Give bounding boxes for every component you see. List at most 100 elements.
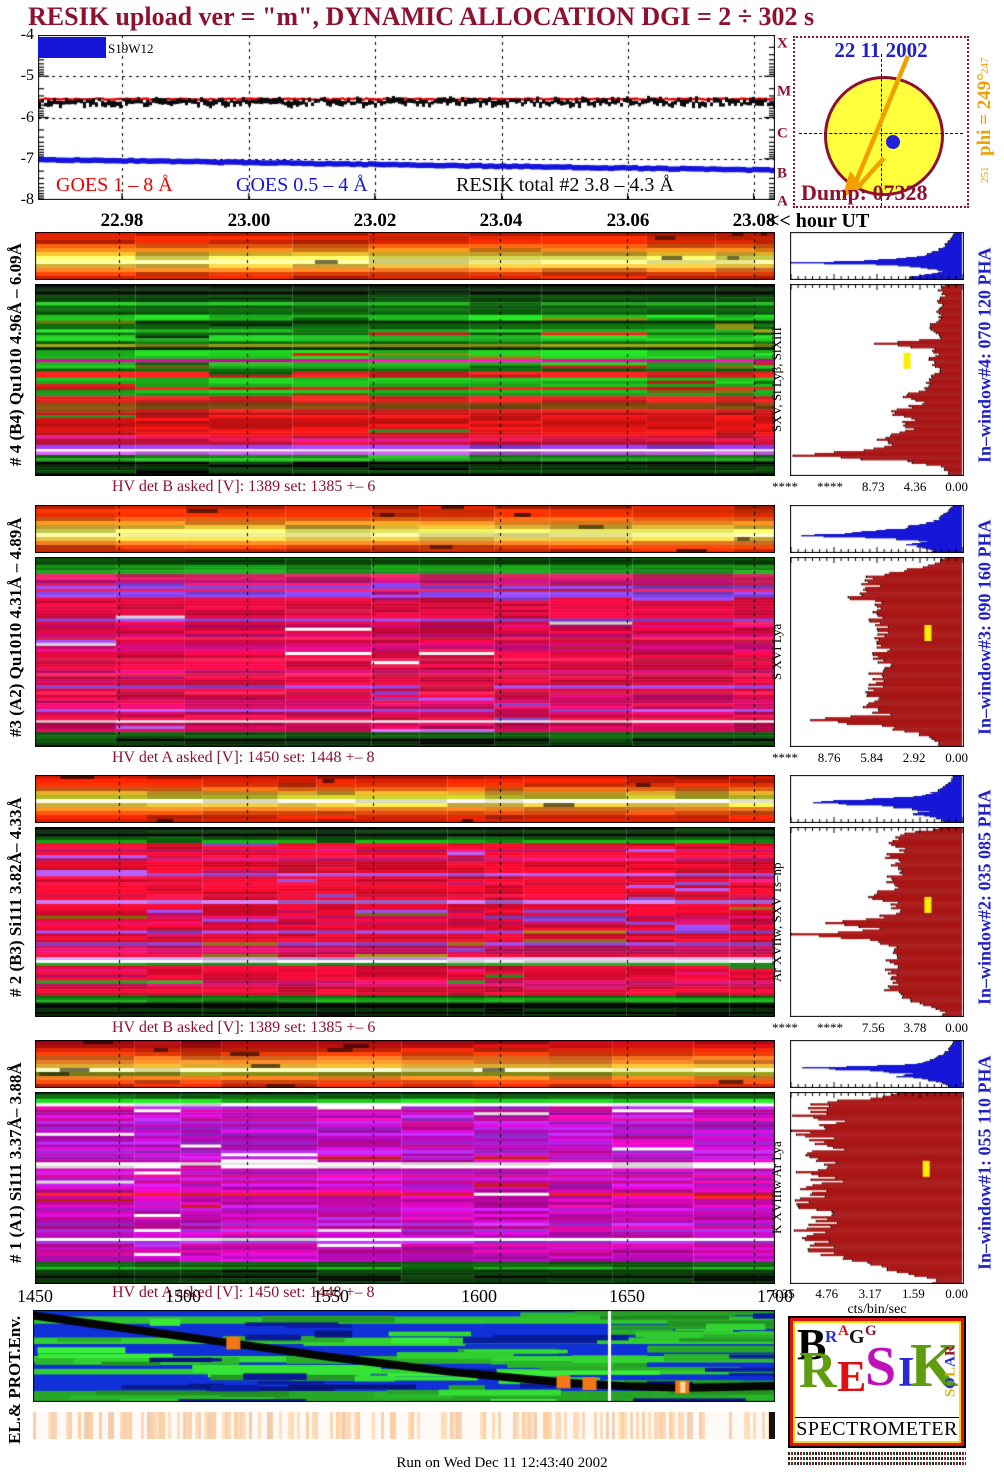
legend-resik-total: RESIK total #2 3.8 – 4.3 Å <box>456 174 674 196</box>
logo-letter: S <box>942 1388 959 1397</box>
logo-letter: K <box>910 1332 959 1400</box>
page-title: RESIK upload ver = "m", DYNAMIC ALLOCATI… <box>28 2 815 31</box>
logo-spectrometer: SPECTROMETER <box>795 1417 959 1440</box>
env-x-tick: 1550 <box>313 1286 349 1306</box>
resik-logo: B R A G G R E S I K S O L A R SPECTROMET… <box>788 1316 966 1448</box>
logo-letter: G <box>865 1323 877 1339</box>
hist-tick: 3.78 <box>903 1020 927 1035</box>
env-x-tick: 1700 <box>757 1286 793 1306</box>
hist-tick: **** <box>772 750 798 765</box>
goes-ylabel: -6 <box>20 109 34 126</box>
panel2-strip-spectrogram <box>35 775 775 823</box>
hist-tick: **** <box>816 479 843 494</box>
goes-ylabel: -8 <box>20 191 34 208</box>
sun-pointing-panel: 22 11 2002 Dump: 07328 <box>793 36 969 208</box>
logo-letter: A <box>942 1355 959 1367</box>
env-x-tick: 1450 <box>17 1286 53 1306</box>
hist-tick: 1.59 <box>901 1286 925 1301</box>
panel1-pha-hist-blue <box>790 1040 964 1088</box>
dump-label: Dump: 07328 <box>801 180 928 205</box>
hist-x-axis-unit: cts/bin/sec <box>847 1302 907 1317</box>
logo-letter: G <box>849 1326 865 1348</box>
logo-letter: R <box>825 1327 838 1346</box>
goes-ylabel: -4 <box>20 26 34 43</box>
phi-value: phi = 249° <box>974 73 995 157</box>
hist-tick: 4.36 <box>903 479 927 494</box>
pointing-dot-icon <box>886 135 900 149</box>
hist-tick: 4.76 <box>815 1286 839 1301</box>
logo-letter: R <box>799 1342 837 1399</box>
hist-tick: 6.35 <box>772 1286 795 1301</box>
hist-tick: **** <box>772 479 798 494</box>
panel1-pha-hist-red <box>790 1092 964 1284</box>
logo-letter: O <box>942 1376 959 1389</box>
logo-letter: I <box>898 1350 915 1396</box>
time-tick: 22.98 <box>100 210 144 231</box>
credit-line <box>788 1457 966 1460</box>
goes-class-x: X <box>777 35 788 52</box>
arrowhead-icon <box>842 171 863 198</box>
panel1-strip-spectrogram <box>35 1040 775 1088</box>
sun-date: 22 11 2002 <box>834 38 928 62</box>
panel4-line-label: SXV, Si Lyβ, SiXIII <box>769 327 784 433</box>
goes-class-b: B <box>777 165 788 182</box>
logo-letter: B <box>797 1321 827 1369</box>
goes-plot: S19W12 GOES 1 – 8 Å GOES 0.5 – 4 Å RESIK… <box>38 35 775 200</box>
panel4-pha-hist-red <box>790 284 964 476</box>
env-light-strip-canvas <box>33 1412 769 1439</box>
hist-tick: 0.00 <box>945 1020 968 1035</box>
panel4-hist-ticks: **** **** 8.73 4.36 0.00 <box>772 479 968 495</box>
panel2-window-label: In–window#2: 035 085 PHA <box>974 789 995 1005</box>
logo-letter: A <box>838 1323 849 1339</box>
time-tick: 23.06 <box>606 210 650 231</box>
panel1-line-label: K XVIIIw Ar Lya <box>769 1141 784 1235</box>
panel3-strip-spectrogram <box>35 505 775 553</box>
time-axis-unit: << hour UT <box>768 210 870 232</box>
logo-letter: S <box>865 1336 897 1398</box>
sun-pointer-arrow <box>842 55 911 198</box>
time-axis: 22.98 23.00 23.02 23.04 23.06 23.08 << h… <box>0 210 1004 232</box>
panel3-pha-hist-blue <box>790 505 964 553</box>
hist-tick: **** <box>772 1020 798 1035</box>
panel3-hist-ticks: **** 8.76 5.84 2.92 0.00 <box>772 750 968 766</box>
hist-tick: 5.84 <box>860 750 883 765</box>
goes-ylabel: -7 <box>20 150 34 167</box>
flare-marker-box <box>38 37 106 58</box>
panel4-pha-hist-blue <box>790 232 964 280</box>
sun-disk <box>824 76 944 196</box>
hist-tick: 0.00 <box>945 479 968 494</box>
panel4-window-label: In–window#4: 070 120 PHA <box>974 247 995 463</box>
goes-ylabel: -5 <box>20 67 34 84</box>
panel3-hv-text: HV det A asked [V]: 1450 set: 1448 +– 8 <box>112 749 375 766</box>
logo-solar: S O L A R <box>943 1329 959 1413</box>
hist-tick: 8.73 <box>861 479 885 494</box>
phi-start-value: 247 <box>979 57 991 74</box>
panel4-left-label: # 4 (B4) Qu1010 4.96Å – 6.09Å <box>6 243 25 467</box>
panel1-main-spectrogram <box>35 1092 775 1284</box>
panel3-main-spectrogram <box>35 557 775 747</box>
panel1-left-label: # 1 (A1) Si111 3.37Å– 3.88Å <box>6 1062 25 1264</box>
phi-end-value: 251 <box>979 166 991 183</box>
panel4-hv-text: HV det B asked [V]: 1389 set: 1385 +– 6 <box>112 478 376 495</box>
panel3-left-label: #3 (A2) Qu1010 4.31Å – 4.89Å <box>6 517 25 737</box>
time-tick: 23.08 <box>732 210 776 231</box>
credit-line <box>788 1452 966 1455</box>
goes-class-c: C <box>777 125 788 142</box>
flare-marker-label: S19W12 <box>108 41 154 56</box>
panel3-window-label: In–window#3: 090 160 PHA <box>974 519 995 735</box>
time-tick: 23.04 <box>479 210 523 231</box>
env-x-tick: 1650 <box>609 1286 645 1306</box>
legend-goes-1-8: GOES 1 – 8 Å <box>56 174 173 196</box>
panel4-main-spectrogram <box>35 284 775 476</box>
goes-canvas <box>38 35 775 200</box>
time-tick: 23.00 <box>227 210 271 231</box>
logo-letter: E <box>837 1352 867 1401</box>
panel3-pha-hist-red <box>790 557 964 747</box>
logo-letter: L <box>942 1366 959 1377</box>
panel4-strip-spectrogram <box>35 232 775 280</box>
env-left-label: EL.& PROT.Env. <box>5 1315 24 1445</box>
env-strip-end-marker <box>769 1412 775 1439</box>
phi-angle-label: 251 phi = 249° 247 <box>966 30 1004 210</box>
panel2-hv-text: HV det B asked [V]: 1389 set: 1385 +– 6 <box>112 1019 376 1036</box>
hist-tick: **** <box>816 1020 843 1035</box>
